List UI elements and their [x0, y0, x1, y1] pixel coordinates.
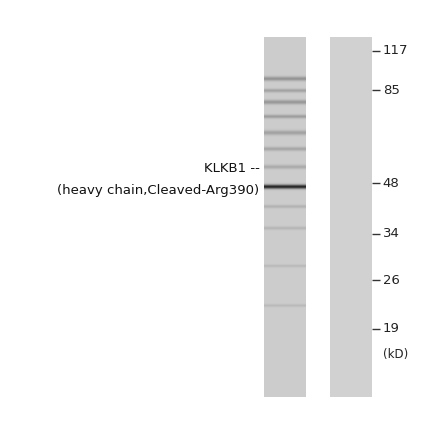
Text: (heavy chain,Cleaved-Arg390): (heavy chain,Cleaved-Arg390)	[58, 184, 260, 198]
Text: 85: 85	[383, 84, 400, 97]
Text: 48: 48	[383, 176, 400, 190]
Text: (kD): (kD)	[383, 348, 408, 361]
Text: 26: 26	[383, 273, 400, 287]
Text: 19: 19	[383, 322, 400, 335]
Text: 34: 34	[383, 227, 400, 240]
Text: KLKB1 --: KLKB1 --	[204, 162, 260, 176]
Text: 117: 117	[383, 44, 408, 57]
